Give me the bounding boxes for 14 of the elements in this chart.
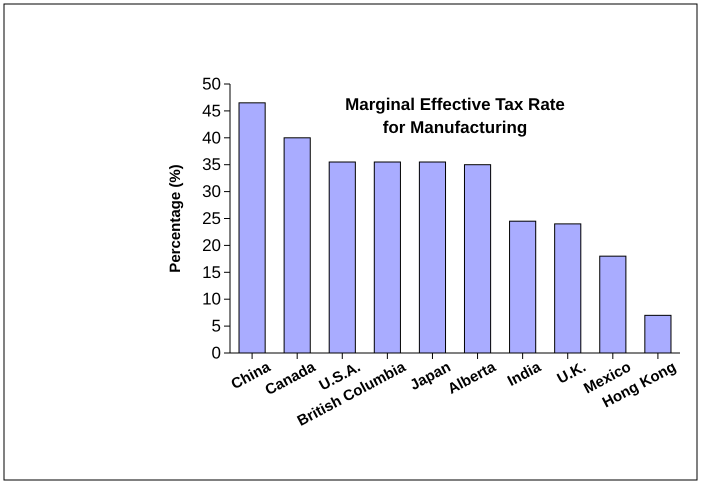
y-tick-label: 5 xyxy=(212,316,221,336)
y-tick-label: 0 xyxy=(212,343,221,362)
y-tick-label: 20 xyxy=(202,236,221,255)
y-tick-label: 25 xyxy=(202,208,221,228)
y-tick-label: 10 xyxy=(202,290,221,309)
y-tick-label: 35 xyxy=(202,155,221,174)
y-tick-label: 45 xyxy=(202,101,221,120)
y-tick-label: 50 xyxy=(202,74,221,94)
y-tick-label: 30 xyxy=(202,182,221,202)
y-tick-label: 40 xyxy=(202,128,221,148)
x-tick-label: India xyxy=(504,358,544,390)
y-axis-title: Percentage (%) xyxy=(167,164,184,273)
text: Marginal Effective Tax Rate for Manufacturing xyxy=(345,95,565,137)
y-tick-label: 15 xyxy=(202,262,221,282)
